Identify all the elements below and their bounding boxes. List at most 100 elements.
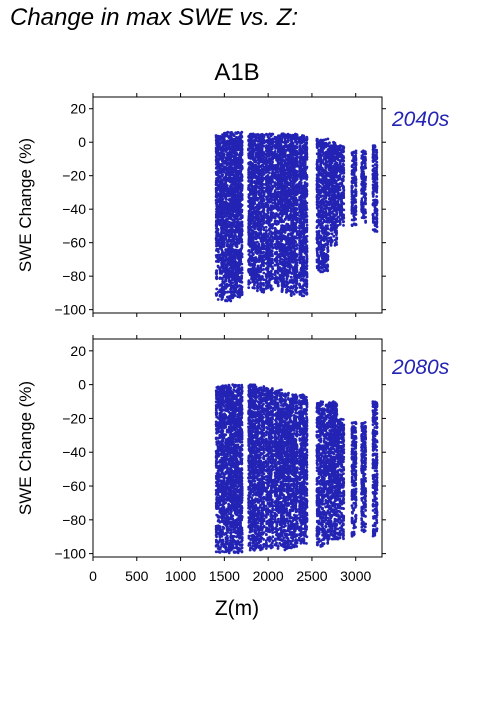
data-point xyxy=(216,228,220,232)
data-point xyxy=(275,258,278,262)
data-point xyxy=(216,248,220,252)
data-point xyxy=(247,286,251,289)
x-axis xyxy=(92,93,357,317)
data-point xyxy=(256,287,259,290)
data-point xyxy=(240,252,244,256)
data-point xyxy=(240,222,243,225)
data-point xyxy=(262,144,266,148)
data-point xyxy=(251,153,255,156)
data-point xyxy=(270,252,274,256)
data-point xyxy=(214,155,218,159)
data-point xyxy=(266,211,270,215)
data-point xyxy=(216,231,220,235)
data-point xyxy=(286,274,290,278)
data-point xyxy=(285,177,289,181)
data-point xyxy=(218,166,222,169)
data-point xyxy=(271,287,274,291)
data-point xyxy=(269,219,273,222)
data-point xyxy=(240,233,244,237)
page-title: Change in max SWE vs. Z: xyxy=(10,4,299,31)
data-point xyxy=(276,164,280,168)
data-point xyxy=(222,242,226,245)
data-point xyxy=(262,283,266,287)
data-point xyxy=(276,193,280,197)
data-point xyxy=(264,225,268,229)
data-point xyxy=(262,183,266,186)
data-point xyxy=(262,268,265,271)
data-point xyxy=(218,176,222,180)
data-point xyxy=(240,216,244,220)
data-point xyxy=(262,137,265,141)
data-point xyxy=(222,244,226,248)
data-point xyxy=(271,223,275,227)
data-point xyxy=(271,163,274,167)
data-point xyxy=(235,235,238,239)
data-point xyxy=(226,265,229,269)
data-point xyxy=(220,271,224,274)
data-point xyxy=(270,178,274,181)
data-point xyxy=(262,202,266,206)
data-point xyxy=(251,162,255,166)
data-point xyxy=(218,290,222,294)
data-point xyxy=(262,233,265,237)
data-point xyxy=(221,198,225,201)
data-point xyxy=(262,250,265,254)
data-point xyxy=(228,180,232,184)
data-point xyxy=(215,287,219,291)
data-point xyxy=(261,275,264,279)
data-point xyxy=(240,280,244,284)
data-point xyxy=(240,147,244,151)
data-point xyxy=(240,130,244,134)
data-point xyxy=(253,202,257,206)
data-point xyxy=(232,134,236,138)
data-point xyxy=(220,282,224,286)
y-tick-label: −60 xyxy=(62,235,86,251)
data-point xyxy=(262,186,266,190)
data-point xyxy=(270,249,274,253)
data-point xyxy=(240,175,244,178)
data-point xyxy=(271,160,274,164)
data-point xyxy=(256,289,259,293)
data-point xyxy=(262,227,266,231)
data-point xyxy=(214,198,218,202)
y-tick-label: −80 xyxy=(62,268,86,284)
data-point xyxy=(248,281,252,285)
data-point xyxy=(225,184,229,187)
data-point xyxy=(262,288,266,292)
data-point xyxy=(262,239,265,243)
data-point xyxy=(222,152,226,156)
data-point xyxy=(225,232,229,236)
data-point xyxy=(222,231,226,235)
data-point xyxy=(240,247,244,250)
data-point xyxy=(271,273,275,276)
y-tick-label: 0 xyxy=(78,134,86,150)
y-tick-label: −40 xyxy=(62,201,86,217)
data-point xyxy=(262,199,266,203)
data-point xyxy=(222,190,226,194)
data-point xyxy=(240,240,244,244)
data-point xyxy=(240,244,244,247)
data-point xyxy=(264,278,268,282)
data-point xyxy=(262,221,266,224)
data-point xyxy=(232,222,236,226)
data-point xyxy=(236,190,240,194)
data-point xyxy=(268,237,272,241)
data-point xyxy=(217,250,220,254)
data-point xyxy=(221,277,224,281)
data-point xyxy=(262,258,266,262)
data-point xyxy=(270,184,274,188)
data-point xyxy=(240,178,244,182)
y-axis: 200−20−40−60−80−100 xyxy=(54,101,386,318)
data-point xyxy=(240,187,244,191)
data-point xyxy=(240,196,244,200)
data-point xyxy=(262,216,265,220)
data-point xyxy=(271,214,274,217)
data-point xyxy=(260,146,264,150)
data-point xyxy=(269,269,273,273)
data-point xyxy=(226,130,230,134)
data-point xyxy=(221,217,224,221)
data-point xyxy=(216,298,220,301)
data-point xyxy=(240,290,244,294)
data-point xyxy=(271,267,274,270)
